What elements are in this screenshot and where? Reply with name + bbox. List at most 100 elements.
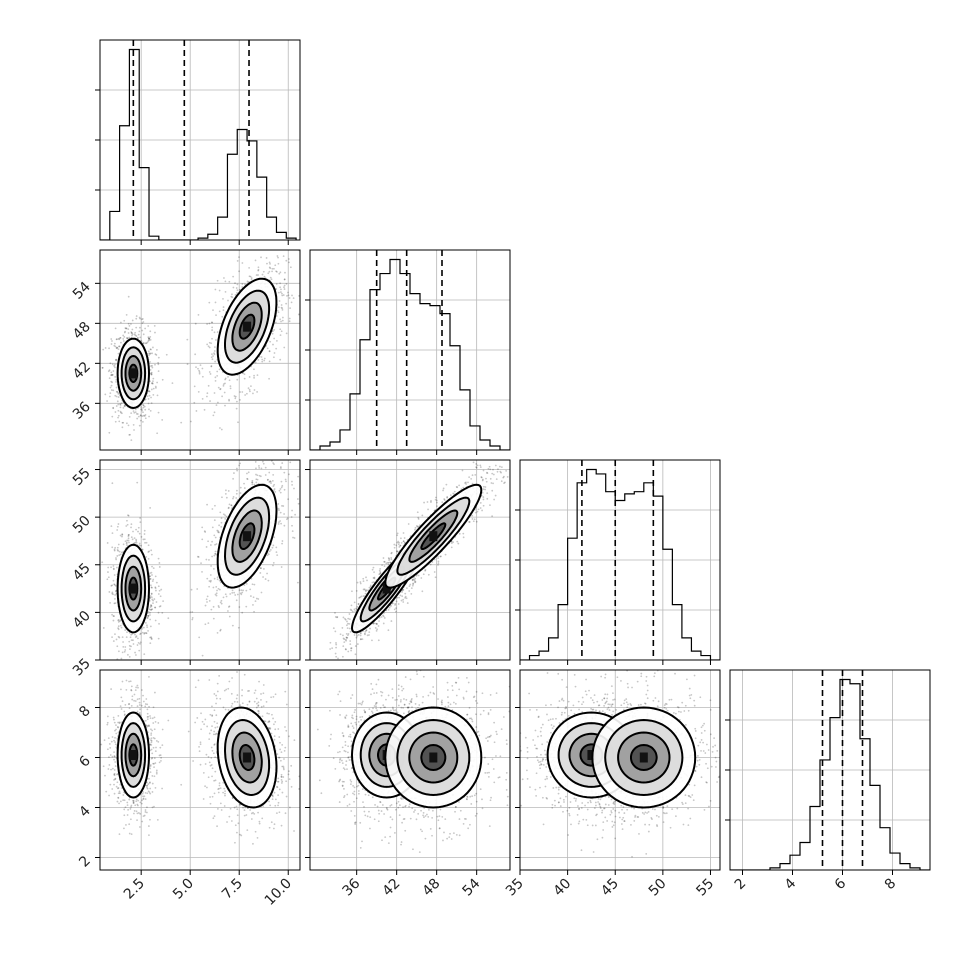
scatter-point [264,474,267,476]
scatter-point [255,467,257,470]
scatter-point [148,394,151,397]
scatter-point [149,353,151,355]
scatter-point [112,579,115,582]
scatter-point [214,379,217,382]
scatter-point [279,511,282,514]
scatter-point [274,321,277,324]
scatter-point [131,334,133,337]
scatter-point [394,604,396,606]
scatter-point [272,473,275,476]
scatter-point [239,398,241,401]
scatter-point [118,345,121,348]
scatter-point [239,391,242,393]
scatter-point [159,605,162,607]
scatter-point [149,506,152,509]
scatter-point [142,414,145,417]
scatter-point [126,668,128,670]
scatter-point [364,633,366,636]
scatter-point [152,387,155,390]
scatter-point [151,598,154,601]
scatter-point [275,340,278,342]
scatter-point [227,506,230,509]
panel-content [329,461,510,662]
scatter-point [111,340,113,342]
scatter-point [262,270,265,273]
scatter-point [385,562,388,565]
scatter-point [113,344,116,347]
scatter-point [210,321,213,324]
scatter-point [378,620,380,622]
scatter-point [112,615,115,617]
scatter-point [128,541,130,544]
scatter-point [273,536,276,539]
scatter-point [108,395,111,398]
scatter-point [113,365,115,367]
scatter-point [268,377,270,380]
scatter-point [135,654,137,656]
scatter-point [262,568,265,570]
scatter-point [147,544,150,547]
scatter-point [334,630,337,633]
panel-frame [99,39,301,241]
scatter-point [191,618,194,621]
scatter-point [112,567,115,570]
scatter-point [236,489,238,492]
scatter-point [139,633,142,635]
scatter-point [111,591,114,594]
scatter-point [155,581,158,584]
scatter-point [138,424,141,427]
scatter-point [110,373,113,376]
scatter-point [244,394,247,396]
scatter-point [223,391,226,394]
scatter-point [364,592,367,595]
scatter-point [437,557,440,560]
scatter-point [126,544,128,547]
scatter-point [273,328,276,331]
contour-line [124,565,143,612]
scatter-point [263,359,266,362]
scatter-point [216,370,219,373]
scatter-point [222,383,225,385]
scatter-point [410,592,413,595]
scatter-point [465,483,467,485]
scatter-point [150,549,153,552]
scatter-point [203,530,206,533]
scatter-point [149,335,152,338]
scatter-point [437,562,440,564]
scatter-point [252,604,254,606]
scatter-point [476,464,479,467]
scatter-point [287,294,290,297]
scatter-point [241,262,244,264]
scatter-point [138,330,141,333]
contour-line [224,289,271,364]
scatter-point [218,606,220,609]
scatter-point [147,337,150,340]
scatter-point [125,327,128,330]
contour-line [238,313,256,340]
scatter-point [156,394,159,397]
scatter-point [214,552,217,555]
scatter-point [222,306,225,308]
scatter-point [116,546,119,549]
scatter-point [260,256,262,259]
scatter-point [482,498,485,501]
scatter-point [104,393,107,396]
scatter-point [141,322,144,325]
scatter-point [121,535,123,538]
scatter-point [201,538,204,541]
scatter-point [126,631,128,634]
scatter-point [148,390,151,393]
scatter-point [211,321,214,324]
scatter-point [263,230,265,232]
scatter-point [135,528,137,531]
scatter-point [214,288,217,291]
scatter-point [209,544,212,546]
scatter-point [150,609,152,611]
scatter-point [113,602,116,605]
scatter-point [287,258,290,260]
scatter-point [236,289,239,292]
scatter-point [217,530,220,533]
scatter-point [279,466,282,468]
scatter-point [331,660,333,662]
scatter-point [225,496,228,499]
